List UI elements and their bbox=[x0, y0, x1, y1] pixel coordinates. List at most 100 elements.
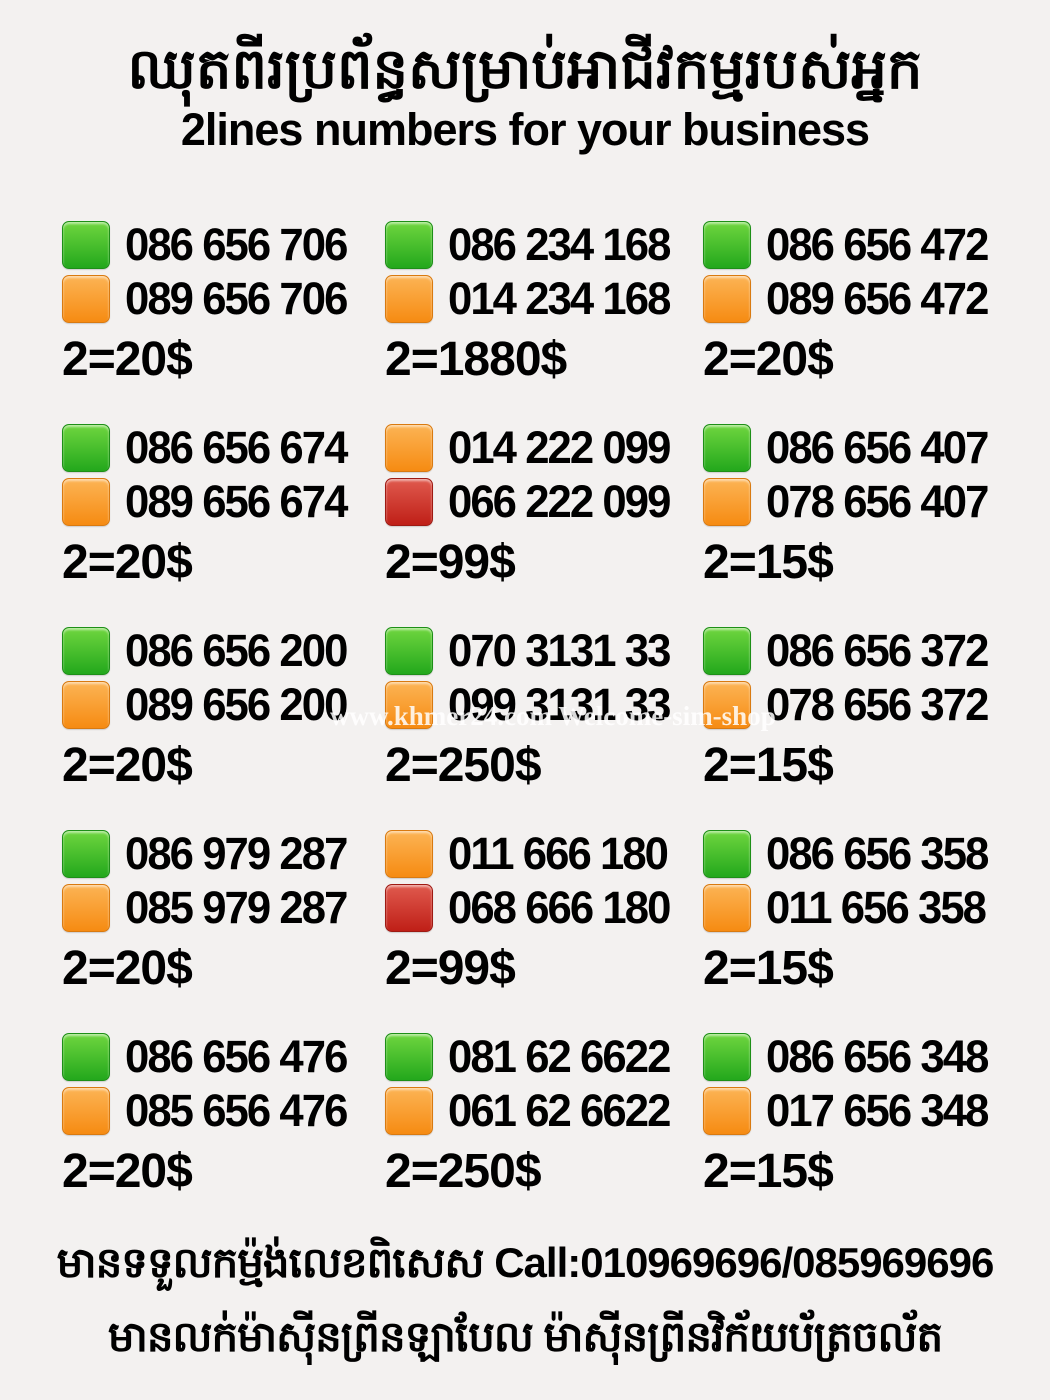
footer-printer-line: មានលក់ម៉ាស៊ីនព្រីនឡាបែល ម៉ាស៊ីនព្រីនវិក័… bbox=[107, 1313, 943, 1360]
pair-price: 2=20$ bbox=[62, 739, 193, 792]
phone-number: 086 656 407 bbox=[766, 422, 989, 473]
phone-number: 070 3131 33 bbox=[448, 625, 671, 676]
phone-number: 078 656 407 bbox=[766, 476, 989, 527]
orange-sim-square-icon bbox=[385, 424, 433, 472]
number-pair-listing: 086 979 287 085 979 287 2=20$ bbox=[62, 827, 385, 998]
green-sim-square-icon bbox=[62, 1033, 110, 1081]
number-line: 089 656 706 bbox=[62, 272, 385, 326]
phone-number: 014 222 099 bbox=[448, 422, 671, 473]
footer-order-line: មានទទួលកម្ម៉ង់លេខពិសេស Call:010969696/08… bbox=[0, 1236, 1050, 1298]
pair-price: 2=99$ bbox=[385, 536, 516, 589]
number-line: 089 656 472 bbox=[703, 272, 1043, 326]
phone-number: 085 979 287 bbox=[125, 882, 348, 933]
number-line: 011 666 180 bbox=[385, 827, 703, 881]
footer-call-numbers: Call:010969696/085969696 bbox=[494, 1239, 994, 1286]
pair-price: 2=250$ bbox=[385, 1145, 542, 1198]
phone-number: 086 656 476 bbox=[125, 1031, 348, 1082]
orange-sim-square-icon bbox=[62, 681, 110, 729]
pair-price: 2=99$ bbox=[385, 942, 516, 995]
number-line: 086 656 706 bbox=[62, 218, 385, 272]
green-sim-square-icon bbox=[703, 221, 751, 269]
red-sim-square-icon bbox=[385, 884, 433, 932]
pair-price: 2=20$ bbox=[62, 1145, 193, 1198]
orange-sim-square-icon bbox=[62, 884, 110, 932]
phone-number: 086 656 358 bbox=[766, 828, 989, 879]
number-line: 086 656 472 bbox=[703, 218, 1043, 272]
phone-number: 086 656 472 bbox=[766, 219, 989, 270]
number-line: 066 222 099 bbox=[385, 475, 703, 529]
orange-sim-square-icon bbox=[703, 1087, 751, 1135]
poster-title-khmer: ឈុតពីរប្រព័ន្ធសម្រាប់អាជីវកម្មរបស់អ្នក bbox=[127, 37, 923, 100]
number-pair-listing: 014 222 099 066 222 099 2=99$ bbox=[385, 421, 703, 592]
phone-number: 011 666 180 bbox=[448, 828, 669, 879]
number-line: 085 656 476 bbox=[62, 1084, 385, 1138]
number-line: 085 979 287 bbox=[62, 881, 385, 935]
orange-sim-square-icon bbox=[385, 275, 433, 323]
phone-number: 089 656 674 bbox=[125, 476, 348, 527]
number-pair-listing: 086 656 674 089 656 674 2=20$ bbox=[62, 421, 385, 592]
pair-price: 2=15$ bbox=[703, 942, 834, 995]
number-line: 086 656 200 bbox=[62, 624, 385, 678]
orange-sim-square-icon bbox=[385, 1087, 433, 1135]
phone-number: 068 666 180 bbox=[448, 882, 671, 933]
number-line: 099 3131 33 bbox=[385, 678, 703, 732]
poster-subtitle: 2lines numbers for your business bbox=[180, 104, 870, 155]
pair-price: 2=20$ bbox=[62, 942, 193, 995]
red-sim-square-icon bbox=[385, 478, 433, 526]
phone-number: 078 656 372 bbox=[766, 679, 989, 730]
poster-footer: មានទទួលកម្ម៉ង់លេខពិសេស Call:010969696/08… bbox=[0, 1236, 1050, 1372]
listings-grid: 086 656 706 089 656 706 2=20$ 086 234 16… bbox=[62, 218, 1043, 1201]
number-pair-listing: 070 3131 33 099 3131 33 2=250$ bbox=[385, 624, 703, 795]
number-pair-listing: 081 62 6622 061 62 6622 2=250$ bbox=[385, 1030, 703, 1201]
number-line: 086 656 407 bbox=[703, 421, 1043, 475]
phone-number: 081 62 6622 bbox=[448, 1031, 671, 1082]
phone-number: 086 656 706 bbox=[125, 219, 348, 270]
pair-price: 2=15$ bbox=[703, 1145, 834, 1198]
orange-sim-square-icon bbox=[703, 275, 751, 323]
phone-number: 011 656 358 bbox=[766, 882, 987, 933]
number-line: 089 656 200 bbox=[62, 678, 385, 732]
pair-price: 2=15$ bbox=[703, 536, 834, 589]
number-line: 086 656 372 bbox=[703, 624, 1043, 678]
number-pair-listing: 086 656 706 089 656 706 2=20$ bbox=[62, 218, 385, 389]
orange-sim-square-icon bbox=[703, 681, 751, 729]
number-pair-listing: 086 656 200 089 656 200 2=20$ bbox=[62, 624, 385, 795]
number-line: 081 62 6622 bbox=[385, 1030, 703, 1084]
green-sim-square-icon bbox=[62, 830, 110, 878]
phone-number: 017 656 348 bbox=[766, 1085, 989, 1136]
number-line: 086 979 287 bbox=[62, 827, 385, 881]
number-pair-listing: 086 656 348 017 656 348 2=15$ bbox=[703, 1030, 1043, 1201]
phone-number: 086 656 200 bbox=[125, 625, 348, 676]
phone-number: 089 656 200 bbox=[125, 679, 348, 730]
pair-price: 2=20$ bbox=[62, 333, 193, 386]
green-sim-square-icon bbox=[62, 424, 110, 472]
green-sim-square-icon bbox=[385, 221, 433, 269]
orange-sim-square-icon bbox=[385, 681, 433, 729]
phone-number: 086 234 168 bbox=[448, 219, 671, 270]
phone-number: 086 979 287 bbox=[125, 828, 348, 879]
green-sim-square-icon bbox=[703, 424, 751, 472]
number-line: 068 666 180 bbox=[385, 881, 703, 935]
number-pair-listing: 086 656 472 089 656 472 2=20$ bbox=[703, 218, 1043, 389]
orange-sim-square-icon bbox=[62, 275, 110, 323]
number-line: 014 222 099 bbox=[385, 421, 703, 475]
pair-price: 2=15$ bbox=[703, 739, 834, 792]
phone-number: 085 656 476 bbox=[125, 1085, 348, 1136]
orange-sim-square-icon bbox=[703, 478, 751, 526]
number-pair-listing: 086 234 168 014 234 168 2=1880$ bbox=[385, 218, 703, 389]
green-sim-square-icon bbox=[703, 1033, 751, 1081]
phone-number: 066 222 099 bbox=[448, 476, 671, 527]
number-pair-listing: 086 656 407 078 656 407 2=15$ bbox=[703, 421, 1043, 592]
number-line: 017 656 348 bbox=[703, 1084, 1043, 1138]
number-line: 086 234 168 bbox=[385, 218, 703, 272]
number-line: 086 656 358 bbox=[703, 827, 1043, 881]
phone-number: 014 234 168 bbox=[448, 273, 671, 324]
number-line: 070 3131 33 bbox=[385, 624, 703, 678]
number-line: 014 234 168 bbox=[385, 272, 703, 326]
number-line: 086 656 348 bbox=[703, 1030, 1043, 1084]
number-pair-listing: 011 666 180 068 666 180 2=99$ bbox=[385, 827, 703, 998]
number-line: 061 62 6622 bbox=[385, 1084, 703, 1138]
number-pair-listing: 086 656 358 011 656 358 2=15$ bbox=[703, 827, 1043, 998]
green-sim-square-icon bbox=[385, 1033, 433, 1081]
